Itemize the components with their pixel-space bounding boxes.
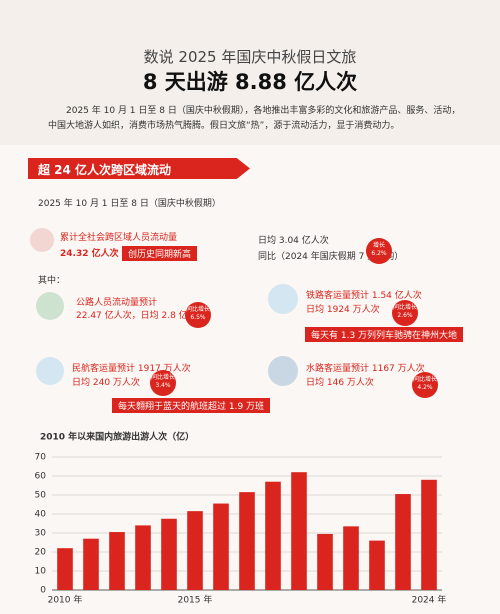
- road-label: 公路人员流动量预计: [76, 298, 158, 308]
- y-tick-label: 50: [35, 491, 47, 501]
- y-tick-label: 10: [35, 567, 47, 577]
- badge: 创历史同期新高: [122, 246, 198, 261]
- change-label: 同比增长: [412, 376, 437, 383]
- change-circle: 增长 6.2%: [366, 238, 392, 264]
- change-label: 增长: [372, 242, 385, 249]
- rail-banner: 每天有 1.3 万列列车驰骋在神州大地: [305, 327, 464, 342]
- road-icon: [36, 292, 64, 320]
- rail-label: 铁路客运量预计 1.54 亿人次: [306, 291, 422, 301]
- header-bg: [0, 0, 500, 145]
- chart-title: 2010 年以来国内旅游出游人次（亿）: [40, 431, 194, 443]
- subtitle: 8 天出游 8.88 亿人次: [142, 70, 358, 94]
- bar: [265, 481, 281, 590]
- y-tick-label: 40: [35, 510, 47, 520]
- change: 6.2%: [371, 250, 387, 257]
- date: 2025 年 10 月 1 日至 8 日（国庆中秋假期）: [38, 199, 221, 209]
- change-label: 同比增长: [150, 374, 175, 381]
- x-tick-label: 2010 年: [48, 594, 83, 606]
- bar: [317, 533, 333, 590]
- intro: 2025 年 10 月 1 日至 8 日（国庆中秋假期），各地推出丰富多彩的文化…: [48, 106, 461, 131]
- x-tick-label: 2015 年: [178, 594, 213, 606]
- change-circle: 同比增长 3.4%: [150, 370, 176, 396]
- y-tick-label: 60: [35, 472, 47, 482]
- change-circle: 同比增长 4.2%: [412, 372, 438, 398]
- y-tick-label: 30: [35, 529, 47, 539]
- bar: [161, 518, 177, 590]
- bar: [213, 503, 229, 590]
- pin-icon: [30, 228, 54, 252]
- air-value: 日均 240 万人次: [72, 378, 140, 388]
- section-banner: 超 24 亿人次跨区域流动: [38, 163, 172, 177]
- bar: [239, 492, 255, 590]
- air-icon: [36, 357, 64, 385]
- bar: [83, 538, 99, 590]
- total-daily: 日均 3.04 亿人次: [258, 236, 329, 246]
- road-value: 22.47 亿人次，日均 2.8 亿人次: [76, 311, 206, 321]
- change: 2.6%: [397, 312, 413, 319]
- bar: [291, 472, 307, 590]
- water-value: 日均 146 万人次: [306, 378, 374, 388]
- change-circle: 同比增长 2.6%: [392, 300, 418, 326]
- among: 其中：: [38, 276, 66, 286]
- bar: [57, 548, 73, 590]
- bar: [343, 526, 359, 590]
- y-tick-label: 0: [40, 586, 46, 596]
- bar: [109, 532, 125, 590]
- change-circle: 同比增长 6.5%: [185, 302, 211, 328]
- total-compare: 同比（2024 年国庆假期 7 天日均）: [258, 252, 404, 262]
- rail-icon: [268, 284, 298, 314]
- bar: [135, 525, 151, 590]
- water-icon: [268, 356, 298, 386]
- air-label: 民航客运量预计 1917 万人次: [72, 364, 191, 374]
- bar: [187, 511, 203, 590]
- y-tick-label: 20: [35, 548, 47, 558]
- rail-value: 日均 1924 万人次: [306, 305, 380, 315]
- change: 6.5%: [190, 314, 206, 321]
- air-banner: 每天翱翔于蓝天的航班超过 1.9 万班: [112, 398, 271, 413]
- change-label: 同比增长: [185, 306, 210, 313]
- bar: [421, 479, 437, 590]
- total-label: 累计全社会跨区域人员流动量: [60, 233, 178, 243]
- change-label: 同比增长: [392, 304, 417, 311]
- total-value: 24.32 亿人次: [60, 249, 119, 259]
- bar: [369, 540, 385, 590]
- x-tick-label: 2024 年: [412, 594, 447, 606]
- bar: [395, 494, 411, 590]
- y-tick-label: 70: [35, 453, 47, 463]
- change: 3.4%: [155, 382, 171, 389]
- section-banner-bg: [28, 158, 250, 179]
- title: 数说 2025 年国庆中秋假日文旅: [143, 48, 357, 66]
- change: 4.2%: [417, 384, 433, 391]
- water-label: 水路客运量预计 1167 万人次: [306, 364, 425, 374]
